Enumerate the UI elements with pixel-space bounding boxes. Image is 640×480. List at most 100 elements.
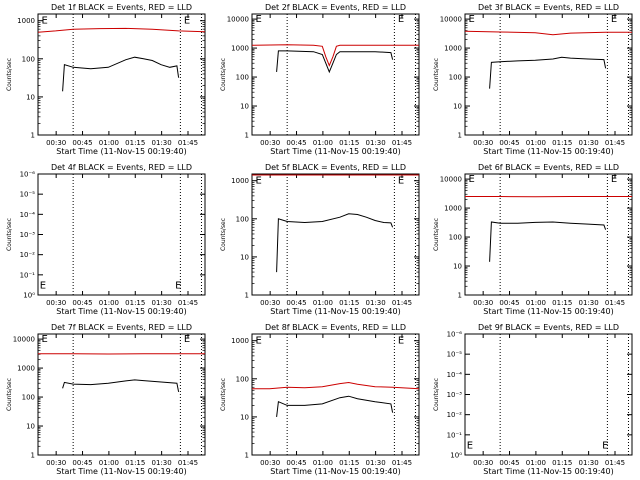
event-marker-label: E	[469, 14, 475, 25]
y-tick-label: 1	[245, 292, 249, 300]
x-tick-label: 01:30	[366, 139, 386, 147]
x-tick-label: 01:30	[366, 459, 386, 467]
x-tick-label: 01:00	[313, 299, 333, 307]
x-tick-label: 00:30	[473, 139, 493, 147]
event-marker-label: E	[256, 14, 262, 25]
series-events-black	[276, 213, 394, 273]
event-marker-label: E	[42, 16, 48, 27]
y-tick-label: 10000	[440, 16, 462, 24]
x-tick-label: 00:45	[286, 459, 306, 467]
x-tick-label: 01:00	[526, 459, 546, 467]
y-tick-label: 10⁻³	[447, 391, 463, 399]
y-axis-label: Counts/sec	[220, 378, 227, 411]
y-tick-label: 10	[26, 93, 35, 101]
y-axis-label: Counts/sec	[433, 58, 440, 91]
y-tick-label: 1	[458, 292, 462, 300]
chart-3: Det 3f BLACK = Events, RED = LLD Counts/s…	[433, 3, 633, 156]
y-tick-label: 1	[245, 452, 249, 460]
y-tick-label: 1000	[231, 337, 249, 345]
y-tick-label: 10000	[227, 16, 249, 24]
x-tick-label: 00:30	[46, 299, 66, 307]
y-tick-label: 10⁻⁶	[447, 331, 463, 339]
x-tick-label: 01:00	[99, 459, 119, 467]
x-tick-label: 00:45	[499, 299, 519, 307]
x-tick-label: 00:45	[499, 139, 519, 147]
plot-frame	[464, 13, 633, 136]
y-tick-label: 10⁻⁴	[447, 371, 463, 379]
y-tick-label: 1000	[17, 17, 35, 25]
event-marker-label: E	[184, 16, 190, 27]
x-tick-label: 00:30	[260, 139, 280, 147]
x-tick-label: 01:15	[552, 299, 572, 307]
y-tick-label: 100	[22, 55, 35, 63]
series-events-black	[489, 56, 607, 89]
x-tick-label: 01:30	[579, 139, 599, 147]
chart-7: Det 7f BLACK = Events, RED = LLD Counts/s…	[6, 323, 206, 476]
event-marker-label: E	[175, 280, 181, 291]
y-tick-label: 10⁻²	[447, 411, 463, 419]
chart-title: Det 4f BLACK = Events, RED = LLD	[51, 163, 192, 172]
x-tick-label: 01:45	[392, 459, 412, 467]
y-tick-label: 1	[245, 132, 249, 140]
y-tick-label: 10⁻⁴	[20, 211, 36, 219]
y-tick-label: 10⁻⁵	[447, 351, 463, 359]
chart-title: Det 2f BLACK = Events, RED = LLD	[265, 3, 406, 12]
x-axis-label: Start Time (11-Nov-15 00:19:40)	[270, 147, 400, 156]
event-marker-label: E	[611, 14, 617, 25]
plot-frame	[464, 173, 633, 296]
chart-5: Det 5f BLACK = Events, RED = LLD Counts/s…	[220, 163, 420, 316]
y-axis-label: Counts/sec	[220, 218, 227, 251]
x-tick-label: 01:15	[552, 139, 572, 147]
y-tick-label: 100	[236, 215, 249, 223]
x-tick-label: 00:30	[473, 459, 493, 467]
series-lld-red	[251, 44, 419, 67]
x-axis-label: Start Time (11-Nov-15 00:19:40)	[270, 467, 400, 476]
x-tick-label: 01:15	[125, 139, 145, 147]
series-lld-red	[464, 30, 632, 36]
y-tick-label: 10	[26, 423, 35, 431]
chart-title: Det 5f BLACK = Events, RED = LLD	[265, 163, 406, 172]
x-tick-label: 01:00	[313, 459, 333, 467]
x-tick-label: 01:30	[152, 139, 172, 147]
x-tick-label: 00:45	[286, 139, 306, 147]
y-tick-label: 100	[236, 375, 249, 383]
y-axis-label: Counts/sec	[6, 58, 13, 91]
y-tick-label: 1000	[17, 365, 35, 373]
event-marker-label: E	[602, 440, 608, 451]
series-events-black	[489, 221, 607, 262]
plot-frame	[251, 13, 420, 136]
y-tick-label: 100	[236, 74, 249, 82]
y-tick-label: 1	[458, 132, 462, 140]
y-tick-label: 10⁰	[450, 452, 462, 460]
x-tick-label: 00:45	[72, 299, 92, 307]
y-tick-label: 100	[449, 234, 462, 242]
x-tick-label: 01:15	[125, 299, 145, 307]
y-tick-label: 10000	[440, 176, 462, 184]
y-tick-label: 10⁻²	[20, 251, 36, 259]
x-axis-label: Start Time (11-Nov-15 00:19:40)	[56, 307, 186, 316]
chart-title: Det 7f BLACK = Events, RED = LLD	[51, 323, 192, 332]
x-tick-label: 01:30	[152, 459, 172, 467]
y-tick-label: 100	[449, 74, 462, 82]
x-tick-label: 01:45	[178, 139, 198, 147]
x-tick-label: 01:15	[125, 459, 145, 467]
y-tick-label: 10⁰	[23, 292, 35, 300]
series-events-black	[62, 56, 180, 92]
x-tick-label: 00:30	[46, 459, 66, 467]
x-tick-label: 01:00	[526, 299, 546, 307]
x-tick-label: 00:30	[473, 299, 493, 307]
x-axis-label: Start Time (11-Nov-15 00:19:40)	[56, 467, 186, 476]
y-tick-label: 10⁻⁶	[20, 171, 36, 179]
plot-frame	[251, 173, 420, 296]
chart-title: Det 8f BLACK = Events, RED = LLD	[265, 323, 406, 332]
x-tick-label: 01:45	[178, 299, 198, 307]
plot-frame	[37, 13, 206, 136]
event-marker-label: E	[256, 176, 262, 187]
chart-title: Det 1f BLACK = Events, RED = LLD	[51, 3, 192, 12]
y-tick-label: 10	[240, 103, 249, 111]
x-tick-label: 01:45	[392, 139, 412, 147]
y-axis-label: Counts/sec	[433, 378, 440, 411]
chart-1: Det 1f BLACK = Events, RED = LLD Counts/s…	[6, 3, 206, 156]
plot-frame	[251, 333, 420, 456]
